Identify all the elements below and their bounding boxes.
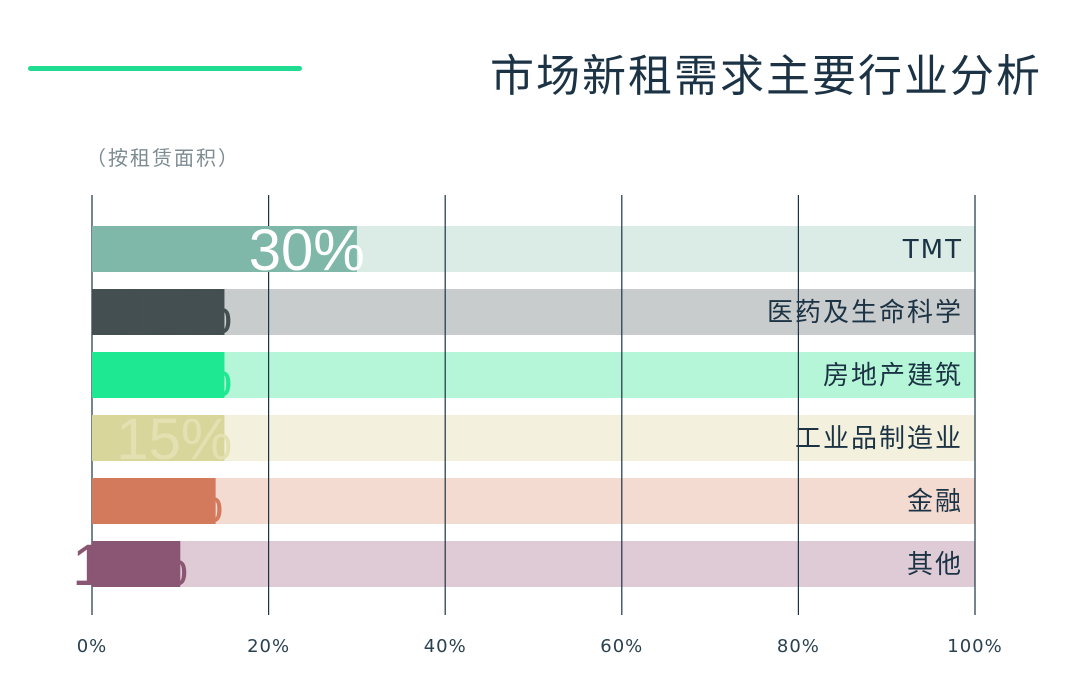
value-label: 15% — [116, 281, 232, 346]
bar — [92, 415, 225, 461]
category-label: 其他 — [907, 550, 963, 580]
bar-track — [92, 415, 975, 461]
x-tick-label: 100% — [947, 636, 1002, 657]
bar — [92, 352, 225, 398]
x-tick-label: 20% — [247, 636, 290, 657]
bar-track — [92, 352, 975, 398]
x-tick-label: 60% — [600, 636, 643, 657]
category-label: 工业品制造业 — [795, 424, 963, 454]
value-label: 30% — [249, 218, 365, 283]
bar — [92, 541, 181, 587]
category-label: 房地产建筑 — [823, 361, 963, 391]
x-tick-label: 80% — [777, 636, 820, 657]
x-tick-label: 40% — [424, 636, 467, 657]
value-label: 14% — [108, 470, 224, 535]
value-label: 15% — [116, 407, 232, 472]
bar — [92, 478, 216, 524]
category-label: TMT — [902, 235, 963, 265]
x-tick-label: 0% — [77, 636, 108, 657]
bar — [92, 226, 357, 272]
bar-track — [92, 478, 975, 524]
chart-subtitle: （按租赁面积） — [86, 146, 240, 170]
bar — [92, 289, 225, 335]
value-label: 10% — [72, 533, 188, 598]
category-label: 医药及生命科学 — [767, 298, 963, 328]
bar-track — [92, 541, 975, 587]
chart-title: 市场新租需求主要行业分析 — [490, 51, 1042, 102]
value-label: 15% — [116, 344, 232, 409]
bar-track — [92, 289, 975, 335]
category-label: 金融 — [907, 487, 963, 517]
title-accent-line — [28, 66, 302, 71]
